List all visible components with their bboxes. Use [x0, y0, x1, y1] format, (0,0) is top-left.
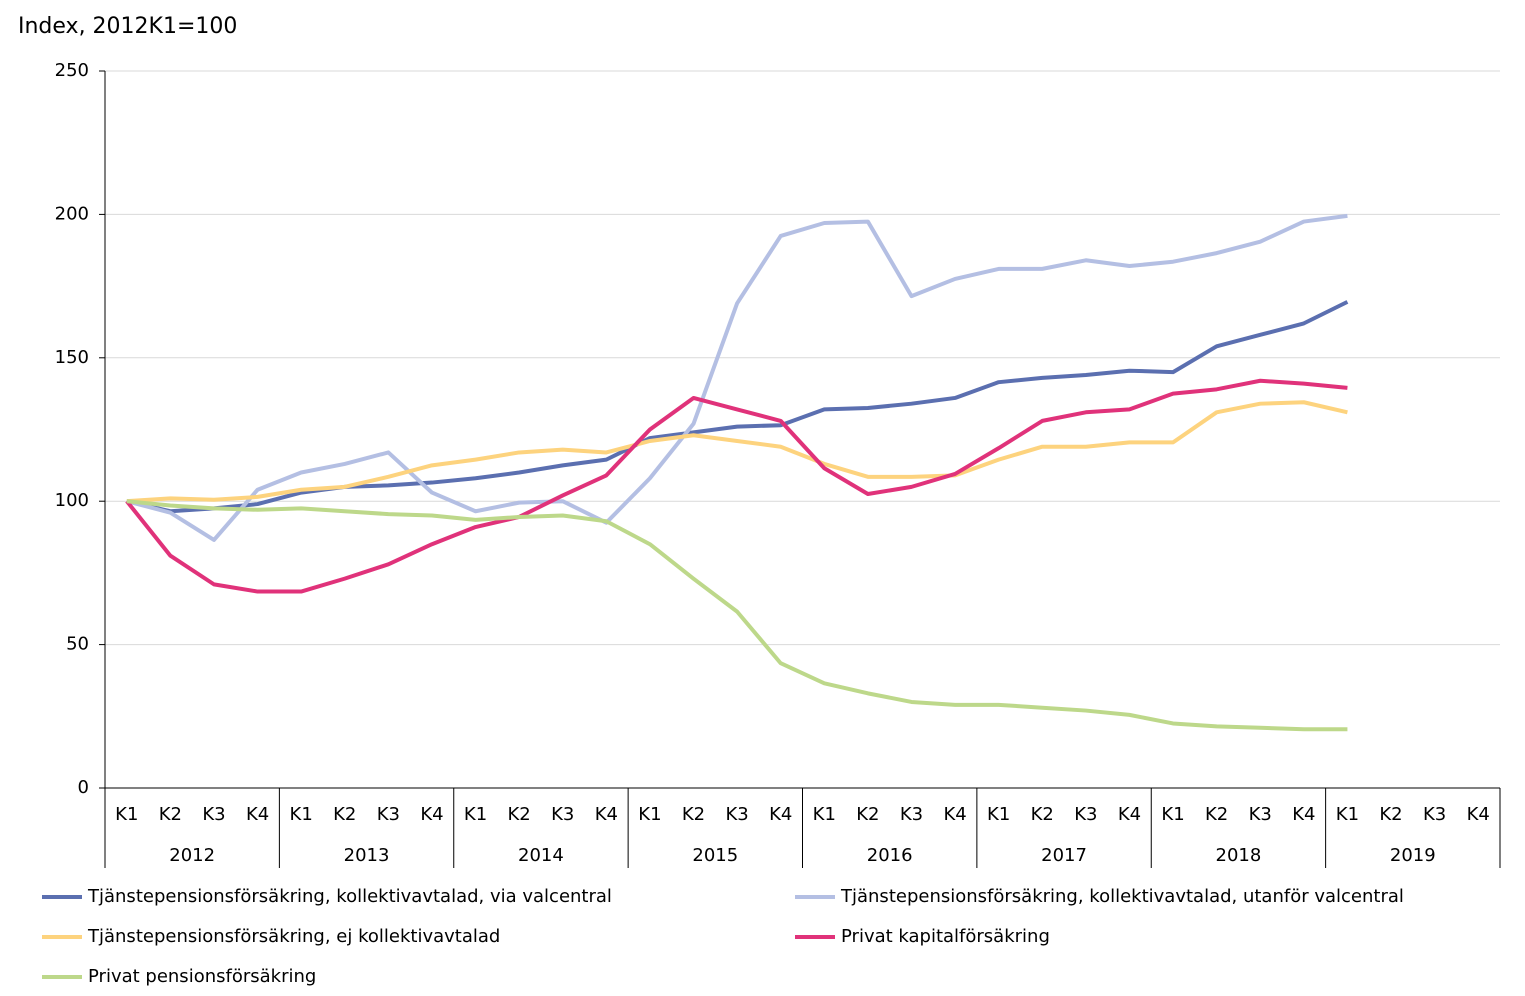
x-tick-label: K1: [1336, 804, 1359, 825]
y-tick-label: 0: [78, 777, 89, 798]
x-group-label: 2019: [1390, 845, 1436, 866]
series-line: [126, 400, 1348, 504]
x-tick-label: K3: [1423, 804, 1446, 825]
x-group-label: 2014: [518, 845, 564, 866]
x-tick-label: K2: [682, 804, 705, 825]
x-tick-label: K2: [1205, 804, 1228, 825]
x-tick-label: K1: [464, 804, 487, 825]
x-group-label: 2017: [1041, 845, 1087, 866]
x-group-label: 2015: [692, 845, 738, 866]
x-tick-label: K3: [1249, 804, 1272, 825]
x-tick-label: K2: [508, 804, 531, 825]
series-line: [126, 499, 1348, 732]
x-tick-label: K2: [1031, 804, 1054, 825]
legend-label: Privat kapitalförsäkring: [841, 926, 1050, 947]
series-line: [125, 378, 1348, 594]
series-line: [126, 213, 1348, 542]
y-tick-label: 200: [55, 203, 89, 224]
x-tick-label: K2: [1379, 804, 1402, 825]
x-tick-label: K4: [769, 804, 792, 825]
x-group-label: 2016: [867, 845, 913, 866]
x-tick-label: K4: [1467, 804, 1490, 825]
x-tick-label: K3: [1074, 804, 1097, 825]
series-line: [126, 300, 1349, 514]
x-tick-label: K3: [551, 804, 574, 825]
x-tick-label: K4: [943, 804, 966, 825]
x-tick-label: K4: [595, 804, 618, 825]
x-tick-label: K1: [638, 804, 661, 825]
x-tick-label: K3: [202, 804, 225, 825]
x-tick-label: K1: [813, 804, 836, 825]
x-tick-label: K1: [290, 804, 313, 825]
x-tick-label: K4: [1292, 804, 1315, 825]
x-group-label: 2013: [344, 845, 390, 866]
x-tick-label: K4: [1118, 804, 1141, 825]
y-tick-label: 100: [55, 490, 89, 511]
x-tick-label: K2: [159, 804, 182, 825]
x-tick-label: K1: [987, 804, 1010, 825]
x-tick-label: K2: [333, 804, 356, 825]
x-tick-label: K4: [420, 804, 443, 825]
x-tick-label: K1: [1161, 804, 1184, 825]
legend-label: Tjänstepensionsförsäkring, ej kollektiva…: [87, 926, 500, 947]
x-tick-label: K1: [115, 804, 138, 825]
legend-label: Tjänstepensionsförsäkring, kollektivavta…: [87, 886, 612, 907]
y-tick-label: 250: [55, 60, 89, 81]
legend-label: Privat pensionsförsäkring: [88, 966, 316, 987]
x-tick-label: K3: [377, 804, 400, 825]
x-tick-label: K4: [246, 804, 269, 825]
x-group-label: 2018: [1216, 845, 1262, 866]
chart-title: Index, 2012K1=100: [18, 14, 237, 39]
y-tick-label: 50: [66, 634, 89, 655]
legend-label: Tjänstepensionsförsäkring, kollektivavta…: [840, 886, 1404, 907]
y-tick-label: 150: [55, 347, 89, 368]
x-group-label: 2012: [169, 845, 215, 866]
x-tick-label: K3: [725, 804, 748, 825]
x-tick-label: K2: [856, 804, 879, 825]
x-tick-label: K3: [900, 804, 923, 825]
